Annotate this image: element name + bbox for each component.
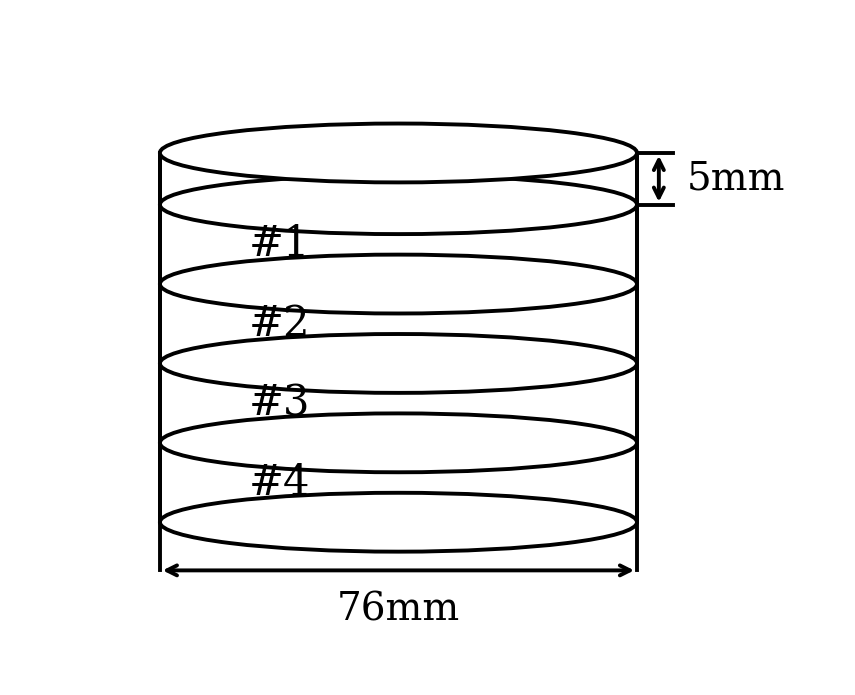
Text: #3: #3 <box>249 382 310 424</box>
Text: #1: #1 <box>249 223 310 265</box>
Ellipse shape <box>160 175 637 234</box>
Ellipse shape <box>160 493 637 552</box>
Text: 76mm: 76mm <box>337 592 460 629</box>
Ellipse shape <box>160 254 637 313</box>
Ellipse shape <box>160 124 637 182</box>
Ellipse shape <box>160 414 637 473</box>
Text: #2: #2 <box>248 303 310 345</box>
Ellipse shape <box>160 334 637 393</box>
Text: #4: #4 <box>249 461 310 504</box>
Text: 5mm: 5mm <box>687 161 785 197</box>
